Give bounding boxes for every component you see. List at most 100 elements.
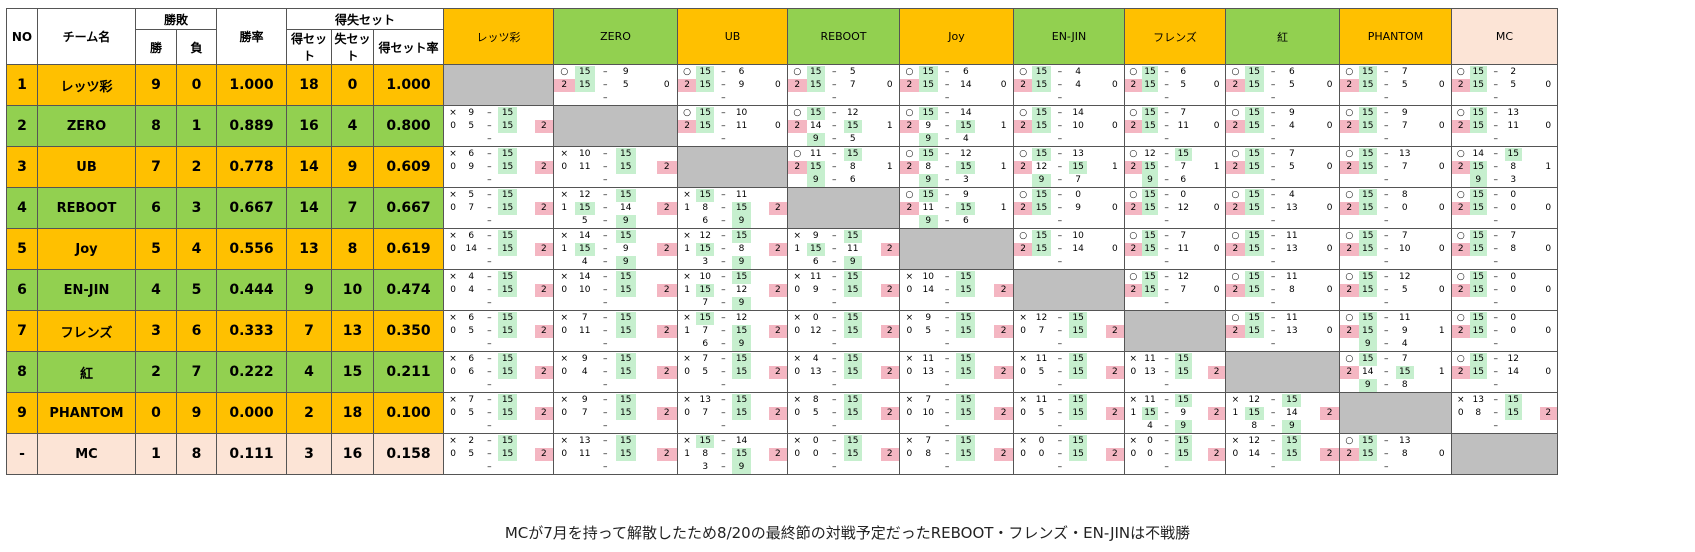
set-score-opp <box>498 256 516 269</box>
set-score-opp: 8 <box>849 161 856 172</box>
set-score-own: 8 <box>812 394 819 405</box>
set-score-own: 13 <box>1144 366 1156 377</box>
set-score-opp: 15 <box>956 324 976 338</box>
score-dash: – <box>1493 120 1499 131</box>
match-cell: ○ 15–0 2 15–9 0– <box>1013 187 1125 229</box>
result-mark: ○ <box>1345 312 1354 323</box>
set-score-own: 15 <box>1358 229 1377 243</box>
set-score-opp: 5 <box>1510 79 1517 90</box>
team-wins: 7 <box>135 146 177 188</box>
set-score-opp: 15 <box>956 393 976 407</box>
score-dash: – <box>1493 174 1499 185</box>
set-score-own: 15 <box>1032 242 1051 256</box>
result-mark: ○ <box>1231 271 1240 282</box>
set-score-own: 5 <box>925 325 932 336</box>
team-set-pct: 0.667 <box>373 187 444 229</box>
set-score-opp: 15 <box>1174 434 1192 448</box>
score-dash: – <box>603 312 608 323</box>
sets-lost: 2 <box>1105 365 1124 379</box>
score-dash: – <box>721 79 726 90</box>
score-dash: – <box>1164 407 1169 418</box>
sets-won: 2 <box>1125 119 1142 133</box>
score-dash: – <box>1164 448 1169 459</box>
set-score-own: 12 <box>1035 161 1048 172</box>
set-score-opp: 15 <box>615 311 636 325</box>
score-dash: – <box>603 338 608 349</box>
set-score-own <box>575 297 596 310</box>
table-row: 3 UB 7 2 0.778 14 9 0.609 × 6–15 0 9–15 2– × 10–15 0 11–… <box>6 146 1558 188</box>
set-score-own <box>919 338 938 351</box>
score-dash: – <box>832 256 837 267</box>
result-mark: × <box>683 271 691 282</box>
set-score-own: 15 <box>696 311 715 325</box>
team-sets-won: 4 <box>286 351 332 393</box>
set-score-own: 15 <box>1244 106 1264 120</box>
sets-lost: 0 <box>1111 202 1118 213</box>
set-score-opp <box>498 338 516 351</box>
score-dash: – <box>944 66 950 77</box>
set-score-opp: 7 <box>1075 174 1082 185</box>
set-score-own: 15 <box>1141 106 1159 120</box>
team-losses: 8 <box>176 433 217 475</box>
sets-won: 0 <box>684 407 690 418</box>
match-cell: × 11–15 0 13–15 2– <box>899 351 1014 393</box>
score-dash: – <box>1270 107 1276 118</box>
set-score-own: 7 <box>702 407 709 418</box>
match-detail: × 12–15 1 15–14 2 8–9 <box>1227 393 1339 433</box>
col-header-2: UB <box>677 8 788 65</box>
match-detail: × 9–15 0 4–15 2– <box>555 352 677 392</box>
match-cell: × 9–15 0 4–15 2– <box>553 351 678 393</box>
set-score-opp: 15 <box>498 147 517 161</box>
match-detail: × 14–15 0 10–15 2– <box>555 270 677 310</box>
score-dash: – <box>1270 161 1276 172</box>
set-score-opp <box>1282 174 1301 187</box>
match-detail: ○ 15–2 2 15–5 0– <box>1452 65 1557 105</box>
set-score-opp: 6 <box>849 174 856 185</box>
team-sets-won: 7 <box>286 310 332 352</box>
match-detail: ○ 15–11 2 15–13 0– <box>1226 311 1339 351</box>
match-cell: ○ 15–12 2 15–7 0– <box>1124 269 1226 311</box>
set-score-own <box>1359 215 1378 228</box>
result-mark: × <box>793 394 802 405</box>
set-score-opp: 15 <box>843 311 862 325</box>
sets-lost: 2 <box>656 324 677 338</box>
set-score-own: 7 <box>925 435 932 446</box>
score-dash: – <box>487 120 492 131</box>
team-sets-lost: 9 <box>331 146 374 188</box>
set-score-opp: 15 <box>1068 324 1088 338</box>
match-cell: ○ 15–9 2 11–15 1 9–6 <box>899 187 1014 229</box>
match-cell: × 14–15 0 10–15 2– <box>553 269 678 311</box>
set-score-own <box>1032 133 1050 146</box>
score-dash: – <box>1057 448 1063 459</box>
set-score-own: 12 <box>699 230 711 241</box>
score-dash: – <box>1493 271 1499 282</box>
set-score-opp: 15 <box>1068 434 1088 448</box>
set-score-opp: 15 <box>1282 434 1302 448</box>
set-score-own: 7 <box>468 394 475 405</box>
set-score-opp: 0 <box>1075 189 1082 200</box>
set-score-own <box>1359 174 1378 187</box>
match-cell: × 13–15 0 8–15 2– <box>1451 392 1558 434</box>
match-cell: ○ 15–11 2 15–8 0– <box>1225 269 1340 311</box>
score-dash: – <box>487 312 492 323</box>
match-cell: ○ 12–15 2 15–7 1 9–6 <box>1124 146 1226 188</box>
score-dash: – <box>832 379 837 390</box>
match-cell: × 0–15 0 12–15 2– <box>787 310 900 352</box>
set-score-own: 10 <box>699 271 711 282</box>
set-score-own: 15 <box>696 283 715 297</box>
set-score-opp <box>1175 215 1192 228</box>
match-detail: × 11–15 0 9–15 2– <box>789 270 899 310</box>
set-score-own: 15 <box>806 242 825 256</box>
set-score-opp <box>1396 256 1415 269</box>
match-cell: × 9–15 0 5–15 2– <box>443 105 554 147</box>
score-dash: – <box>1164 79 1169 90</box>
score-dash: – <box>832 243 837 254</box>
set-score-opp: 3 <box>963 174 969 185</box>
set-score-opp: 9 <box>732 214 751 228</box>
sets-lost: 0 <box>1326 120 1333 131</box>
set-score-opp: 15 <box>615 393 636 407</box>
result-mark: ○ <box>793 148 802 159</box>
result-mark: ○ <box>905 66 914 77</box>
sets-won: 2 <box>788 78 807 92</box>
match-detail: × 6–15 0 6–15 2– <box>445 352 553 392</box>
